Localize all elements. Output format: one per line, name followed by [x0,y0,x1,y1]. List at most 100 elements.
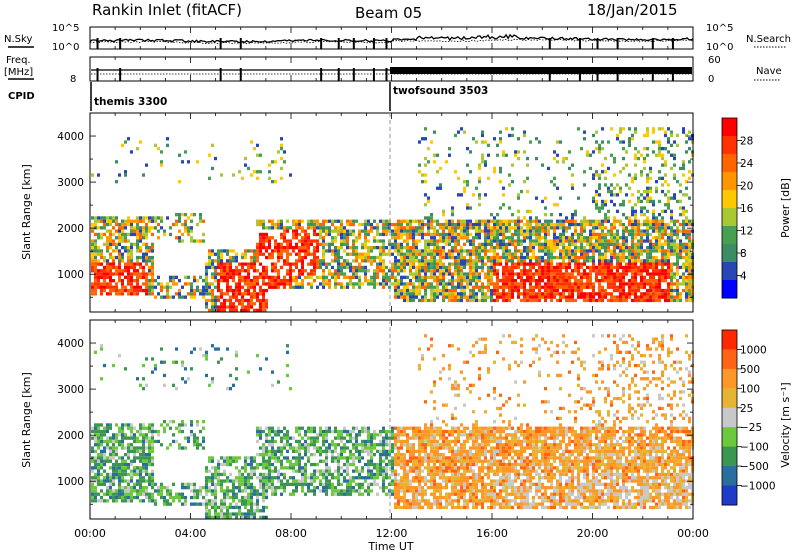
heatmap-cell [193,483,196,486]
heatmap-cell [118,443,121,446]
heatmap-cell [502,253,505,256]
heatmap-cell [445,253,448,256]
heatmap-cell [676,144,679,147]
heatmap-cell [382,226,385,229]
heatmap-cell [367,256,370,259]
heatmap-cell [244,479,247,482]
heatmap-cell [526,233,529,236]
heatmap-cell [481,286,484,289]
heatmap-cell [400,292,403,295]
heatmap-cell [538,289,541,292]
heatmap-cell [250,509,253,512]
heatmap-cell [427,253,430,256]
heatmap-cell [241,286,244,289]
heatmap-cell [433,246,436,249]
heatmap-cell [250,256,253,259]
heatmap-cell [313,253,316,256]
heatmap-cell [559,220,562,223]
heatmap-cell [271,476,274,479]
heatmap-cell [124,223,127,226]
heatmap-cell [658,147,661,150]
heatmap-cell [259,446,262,449]
heatmap-cell [538,243,541,246]
heatmap-cell [310,272,313,275]
heatmap-cell [556,266,559,269]
heatmap-cell [391,263,394,266]
heatmap-cell [418,239,421,242]
heatmap-cell [94,499,97,502]
heatmap-cell [685,210,688,213]
heatmap-cell [556,292,559,295]
heatmap-cell [490,243,493,246]
heatmap-cell [235,253,238,256]
heatmap-cell [265,506,268,509]
heatmap-cell [289,276,292,279]
heatmap-cell [637,253,640,256]
heatmap-cell [94,456,97,459]
heatmap-cell [538,140,541,143]
heatmap-cell [496,279,499,282]
heatmap-cell [214,269,217,272]
heatmap-cell [382,253,385,256]
heatmap-cell [490,279,493,282]
heatmap-cell [292,233,295,236]
heatmap-cell [631,256,634,259]
heatmap-cell [181,486,184,489]
heatmap-cell [397,249,400,252]
heatmap-cell [589,246,592,249]
heatmap-cell [625,263,628,266]
heatmap-cell [268,430,271,433]
heatmap-cell [259,154,262,157]
heatmap-cell [187,233,190,236]
heatmap-cell [121,256,124,259]
heatmap-cell [229,374,232,377]
heatmap-cell [100,437,103,440]
heatmap-cell [592,177,595,180]
heatmap-cell [682,226,685,229]
heatmap-cell [184,276,187,279]
heatmap-cell [148,453,151,456]
heatmap-cell [100,347,103,350]
heatmap-cell [91,450,94,453]
heatmap-cell [505,223,508,226]
heatmap-cell [310,239,313,242]
heatmap-cell [514,154,517,157]
heatmap-cell [205,263,208,266]
heatmap-cell [436,220,439,223]
heatmap-cell [415,289,418,292]
heatmap-cell [610,183,613,186]
heatmap-cell [448,272,451,275]
heatmap-cell [205,357,208,360]
heatmap-cell [562,239,565,242]
heatmap-cell [592,256,595,259]
heatmap-cell [97,456,100,459]
heatmap-cell [124,170,127,173]
heatmap-cell [223,463,226,466]
heatmap-cell [607,167,610,170]
heatmap-cell [424,249,427,252]
heatmap-cell [634,157,637,160]
heatmap-cell [466,164,469,167]
heatmap-cell [364,223,367,226]
heatmap-cell [454,263,457,266]
heatmap-cell [568,256,571,259]
heatmap-cell [280,243,283,246]
heatmap-cell [316,220,319,223]
heatmap-cell [151,430,154,433]
heatmap-cell [265,466,268,469]
heatmap-cell [262,460,265,463]
heatmap-cell [634,233,637,236]
heatmap-cell [142,456,145,459]
heatmap-cell [403,276,406,279]
heatmap-cell [508,226,511,229]
heatmap-cell [424,276,427,279]
heatmap-cell [136,269,139,272]
heatmap-cell [454,266,457,269]
heatmap-cell [565,299,568,302]
heatmap-cell [652,289,655,292]
heatmap-cell [262,483,265,486]
heatmap-cell [454,256,457,259]
heatmap-cell [652,203,655,206]
heatmap-cell [664,230,667,233]
heatmap-cell [91,286,94,289]
